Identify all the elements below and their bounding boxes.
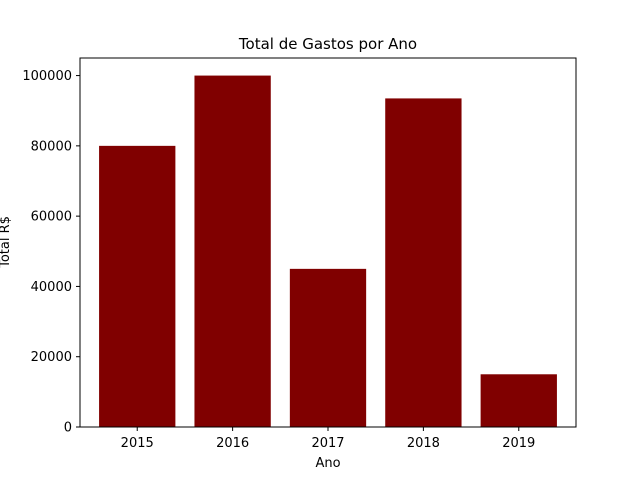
plot-area-frame	[79, 57, 577, 428]
x-axis: 2015 2016 2017 2018 2019	[121, 427, 535, 451]
y-tick-label: 60000	[31, 210, 72, 225]
x-tick-label: 2017	[311, 436, 344, 451]
bar-2019	[480, 374, 557, 427]
bar-2017	[289, 268, 367, 427]
x-tick-label: 2019	[502, 436, 535, 451]
bar-2016	[194, 75, 271, 428]
y-tick-label: 20000	[31, 350, 72, 365]
y-tick-label: 40000	[31, 280, 72, 295]
y-axis: 0 20000 40000 60000 80000 100000	[22, 69, 80, 436]
x-tick-label: 2016	[216, 436, 249, 451]
chart-title: Total de Gastos por Ano	[238, 35, 417, 53]
y-tick-label: 100000	[22, 69, 72, 84]
x-tick-label: 2018	[407, 436, 440, 451]
y-axis-label: Total R$	[0, 216, 13, 269]
y-tick-label: 80000	[31, 139, 72, 154]
x-axis-label: Ano	[315, 456, 340, 471]
bars-layer	[99, 75, 557, 428]
x-tick-label: 2015	[121, 436, 154, 451]
bar-2018	[385, 98, 462, 428]
y-tick-label: 0	[64, 421, 72, 436]
bar-2015	[99, 145, 176, 427]
